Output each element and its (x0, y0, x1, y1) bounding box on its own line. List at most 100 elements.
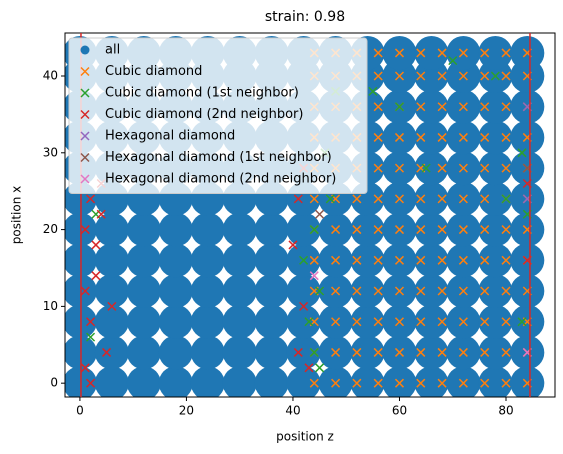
point (190, 212, 225, 247)
point (501, 286, 511, 296)
point (478, 35, 513, 70)
point (480, 71, 490, 81)
point (394, 347, 405, 357)
legend-marker (80, 45, 90, 55)
point (478, 335, 513, 370)
point (222, 243, 257, 278)
point (315, 363, 325, 373)
point (91, 240, 101, 250)
point (309, 271, 319, 281)
point (437, 255, 447, 265)
point (458, 132, 468, 142)
point (94, 304, 129, 339)
point (394, 255, 405, 265)
legend-marker (80, 174, 90, 184)
point (414, 35, 449, 70)
point (158, 366, 193, 397)
point (458, 71, 468, 81)
y-tick-label: 20 (43, 222, 58, 236)
point (414, 212, 449, 247)
x-tick-label: 40 (285, 404, 300, 418)
point (373, 48, 383, 58)
point (315, 286, 325, 296)
point (158, 335, 193, 370)
point (416, 225, 426, 235)
point (80, 225, 90, 235)
point (368, 86, 378, 96)
point (437, 132, 447, 142)
point (373, 102, 383, 112)
point (501, 48, 511, 58)
point (416, 102, 426, 112)
point (437, 194, 447, 204)
point (318, 366, 353, 397)
point (325, 194, 335, 204)
point (478, 120, 513, 155)
point (350, 274, 385, 309)
point (437, 225, 447, 235)
point (86, 332, 96, 342)
point (458, 48, 468, 58)
point (304, 317, 314, 327)
point (501, 347, 511, 357)
point (478, 274, 513, 309)
point (158, 212, 193, 247)
point (299, 301, 309, 311)
point (254, 335, 289, 370)
point (480, 163, 490, 173)
point (437, 317, 447, 327)
legend-box (68, 37, 368, 194)
point (331, 347, 341, 357)
x-tick-label: 80 (498, 404, 513, 418)
point (331, 255, 341, 265)
point (480, 48, 490, 58)
point (126, 243, 161, 278)
legend-label: Hexagonal diamond (1st neighbor) (105, 150, 332, 165)
point (126, 366, 161, 397)
legend-marker (80, 88, 90, 98)
point (86, 378, 96, 388)
point (480, 225, 490, 235)
point (190, 243, 225, 278)
point (94, 335, 129, 370)
point (478, 212, 513, 247)
point (222, 274, 257, 309)
point (517, 148, 527, 158)
point (94, 274, 129, 309)
point (190, 304, 225, 339)
point (352, 347, 362, 357)
point (394, 132, 405, 142)
point (65, 304, 97, 339)
point (478, 151, 513, 186)
point (373, 194, 383, 204)
point (480, 347, 490, 357)
point (352, 255, 362, 265)
point (458, 317, 468, 327)
point (478, 366, 513, 397)
point (96, 209, 106, 219)
point (222, 335, 257, 370)
point (414, 243, 449, 278)
x-tick-label: 0 (76, 404, 84, 418)
point (373, 255, 383, 265)
point (80, 363, 90, 373)
point (394, 378, 405, 388)
point (373, 317, 383, 327)
point (190, 335, 225, 370)
point (315, 209, 325, 219)
point (254, 366, 289, 397)
point (501, 255, 511, 265)
point (480, 317, 490, 327)
legend-label: Cubic diamond (1st neighbor) (105, 86, 299, 101)
point (394, 225, 405, 235)
point (126, 212, 161, 247)
legend-marker (80, 66, 90, 77)
point (480, 255, 490, 265)
point (286, 274, 321, 309)
point (437, 286, 447, 296)
point (94, 243, 129, 278)
point (309, 378, 319, 388)
point (446, 366, 481, 397)
point (458, 255, 468, 265)
